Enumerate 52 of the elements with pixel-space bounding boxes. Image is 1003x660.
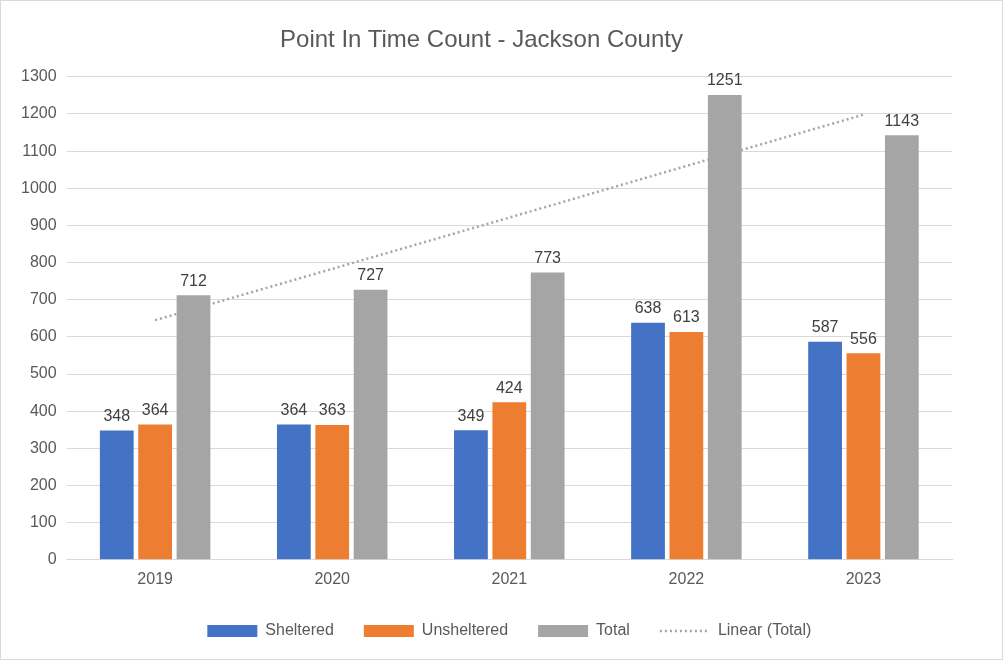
data-label: 363	[318, 401, 346, 419]
bar	[138, 424, 173, 560]
x-tick-label: 2021	[491, 569, 528, 587]
bar	[276, 424, 311, 560]
bar	[454, 430, 488, 560]
y-tick-label: 200	[29, 475, 57, 493]
data-label: 773	[534, 249, 562, 267]
data-label: 424	[495, 378, 523, 396]
bar	[846, 353, 881, 560]
y-tick-label: 1100	[22, 141, 57, 159]
data-label: 712	[180, 271, 207, 289]
bar	[99, 430, 134, 560]
y-tick-label: 700	[29, 290, 57, 308]
y-tick-label: 1300	[21, 67, 57, 85]
y-tick-label: 800	[29, 252, 57, 270]
x-tick-label: 2019	[137, 569, 174, 587]
data-label: 1143	[884, 111, 920, 129]
legend-label: Sheltered	[265, 621, 334, 639]
data-label: 587	[811, 318, 839, 336]
y-tick-label: 400	[29, 401, 57, 419]
data-label: 556	[850, 329, 877, 347]
legend-label: Total	[596, 621, 630, 639]
y-tick-label: 1000	[21, 178, 57, 196]
x-tick-label: 2020	[314, 569, 351, 587]
bar	[631, 322, 665, 560]
chart-title: Point In Time Count - Jackson County	[280, 25, 683, 53]
data-label: 349	[457, 406, 485, 424]
data-label: 364	[141, 400, 169, 418]
bar	[808, 341, 842, 560]
bar	[884, 135, 919, 560]
y-tick-label: 1200	[21, 104, 57, 122]
bar	[530, 272, 565, 560]
data-label: 638	[634, 299, 662, 317]
legend-label: Unsheltered	[421, 621, 509, 639]
y-tick-label: 0	[47, 550, 57, 568]
x-tick-label: 2023	[845, 569, 882, 587]
y-tick-label: 300	[29, 438, 57, 456]
data-label: 348	[103, 406, 131, 424]
y-tick-label: 100	[29, 513, 57, 531]
data-label: 727	[357, 266, 385, 284]
y-tick-label: 900	[29, 215, 57, 233]
bar	[315, 424, 350, 560]
data-label: 613	[673, 308, 700, 326]
bar	[669, 332, 704, 560]
bar	[492, 402, 527, 560]
data-label: 1251	[706, 71, 743, 89]
legend-label: Linear (Total)	[717, 621, 812, 639]
x-tick-label: 2022	[668, 569, 705, 587]
bar	[353, 289, 388, 560]
y-tick-label: 500	[29, 364, 57, 382]
data-label: 364	[280, 400, 308, 418]
y-tick-label: 600	[29, 327, 57, 345]
